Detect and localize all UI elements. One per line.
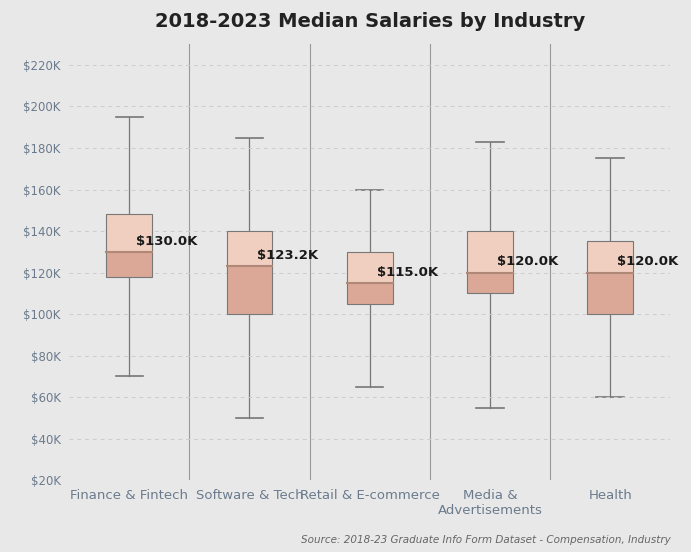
Bar xyxy=(347,283,392,304)
Bar xyxy=(106,214,152,252)
Bar xyxy=(587,241,633,314)
Text: $115.0K: $115.0K xyxy=(377,266,438,279)
Text: $130.0K: $130.0K xyxy=(136,235,198,248)
Bar xyxy=(106,252,152,277)
Text: Source: 2018-23 Graduate Info Form Dataset - Compensation, Industry: Source: 2018-23 Graduate Info Form Datas… xyxy=(301,535,670,545)
Title: 2018-2023 Median Salaries by Industry: 2018-2023 Median Salaries by Industry xyxy=(155,13,585,31)
Bar xyxy=(587,273,633,314)
Text: $120.0K: $120.0K xyxy=(617,256,679,268)
Bar xyxy=(227,231,272,266)
Bar xyxy=(467,231,513,293)
Bar xyxy=(467,273,513,293)
Bar xyxy=(106,214,152,277)
Text: $120.0K: $120.0K xyxy=(497,256,558,268)
Bar xyxy=(227,266,272,314)
Bar xyxy=(347,252,392,283)
Bar xyxy=(587,241,633,273)
Bar xyxy=(467,231,513,273)
Text: $123.2K: $123.2K xyxy=(256,249,318,262)
Bar xyxy=(347,252,392,304)
Bar xyxy=(227,231,272,314)
